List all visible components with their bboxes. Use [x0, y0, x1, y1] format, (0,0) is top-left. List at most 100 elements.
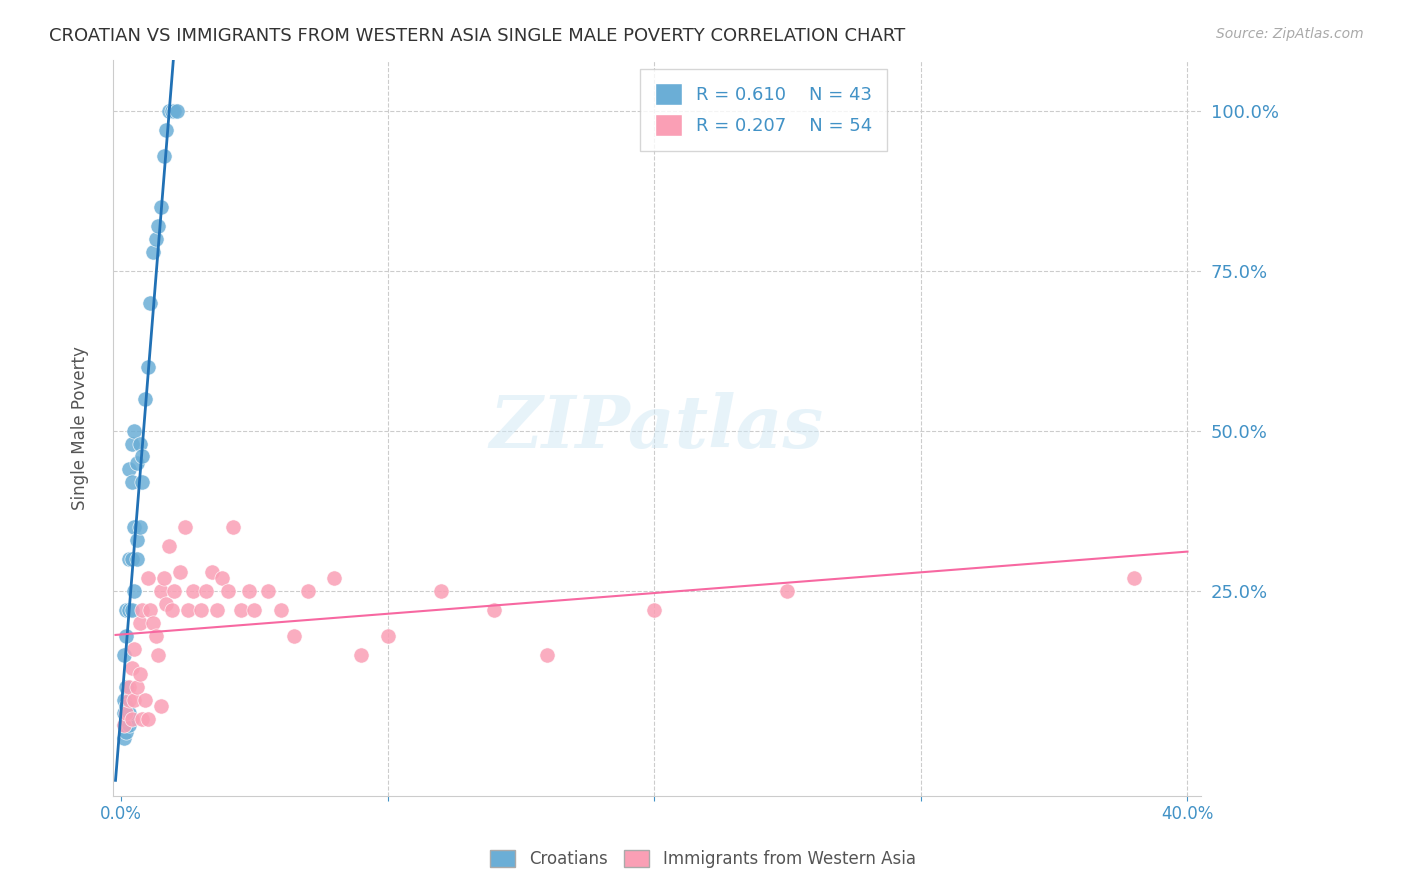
Point [160, 603, 183, 617]
Point [163, 103, 186, 118]
Point [118, 706, 141, 720]
Point [121, 436, 143, 450]
Point [283, 629, 305, 643]
Point [112, 706, 135, 720]
Point [125, 533, 148, 547]
Point [323, 571, 346, 585]
Point [243, 603, 266, 617]
Point [222, 520, 245, 534]
Point [115, 706, 138, 720]
Point [121, 603, 143, 617]
Point [142, 244, 165, 259]
Point [121, 475, 143, 489]
Point [173, 520, 195, 534]
Point [238, 583, 260, 598]
Point [115, 629, 138, 643]
Point [131, 603, 153, 617]
Text: CROATIAN VS IMMIGRANTS FROM WESTERN ASIA SINGLE MALE POVERTY CORRELATION CHART: CROATIAN VS IMMIGRANTS FROM WESTERN ASIA… [49, 27, 905, 45]
Point [112, 731, 135, 746]
Point [536, 648, 558, 662]
Point [122, 692, 145, 706]
Point [134, 692, 156, 706]
Point [136, 359, 159, 374]
Point [482, 603, 505, 617]
Point [131, 475, 153, 489]
Point [131, 712, 153, 726]
Point [125, 680, 148, 694]
Point [200, 565, 222, 579]
Text: Source: ZipAtlas.com: Source: ZipAtlas.com [1216, 27, 1364, 41]
Point [155, 123, 177, 137]
Point [122, 583, 145, 598]
Point [139, 296, 162, 310]
Point [1123, 571, 1146, 585]
Text: ZIPatlas: ZIPatlas [489, 392, 824, 463]
Point [157, 539, 180, 553]
Point [270, 603, 292, 617]
Point [115, 712, 138, 726]
Point [181, 583, 204, 598]
Point [229, 603, 252, 617]
Point [112, 718, 135, 732]
Point [122, 520, 145, 534]
Point [776, 583, 799, 598]
Point [112, 648, 135, 662]
Point [643, 603, 665, 617]
Point [118, 692, 141, 706]
Point [118, 462, 141, 476]
Point [118, 552, 141, 566]
Point [190, 603, 212, 617]
Point [142, 615, 165, 630]
Point [157, 103, 180, 118]
Point [163, 583, 186, 598]
Point [128, 615, 150, 630]
Point [350, 648, 373, 662]
Legend: R = 0.610    N = 43, R = 0.207    N = 54: R = 0.610 N = 43, R = 0.207 N = 54 [641, 69, 887, 151]
Point [211, 571, 233, 585]
Point [131, 450, 153, 464]
Point [152, 148, 174, 162]
Point [121, 661, 143, 675]
Point [217, 583, 239, 598]
Point [122, 641, 145, 656]
Point [152, 571, 174, 585]
Point [136, 571, 159, 585]
Point [128, 436, 150, 450]
Point [145, 232, 167, 246]
Point [430, 583, 453, 598]
Point [115, 724, 138, 739]
Point [121, 552, 143, 566]
Y-axis label: Single Male Poverty: Single Male Poverty [72, 346, 89, 509]
Point [136, 712, 159, 726]
Point [155, 597, 177, 611]
Point [377, 629, 399, 643]
Point [148, 648, 170, 662]
Point [118, 680, 141, 694]
Point [115, 699, 138, 714]
Point [176, 603, 198, 617]
Point [128, 667, 150, 681]
Point [122, 424, 145, 438]
Point [256, 583, 278, 598]
Point [125, 552, 148, 566]
Point [112, 718, 135, 732]
Point [145, 629, 167, 643]
Legend: Croatians, Immigrants from Western Asia: Croatians, Immigrants from Western Asia [484, 843, 922, 875]
Point [166, 103, 188, 118]
Point [115, 680, 138, 694]
Point [149, 200, 172, 214]
Point [115, 603, 138, 617]
Point [149, 583, 172, 598]
Point [297, 583, 319, 598]
Point [160, 103, 183, 118]
Point [148, 219, 170, 233]
Point [169, 565, 191, 579]
Point [125, 456, 148, 470]
Point [139, 603, 162, 617]
Point [121, 712, 143, 726]
Point [128, 520, 150, 534]
Point [112, 692, 135, 706]
Point [205, 603, 228, 617]
Point [195, 583, 218, 598]
Point [134, 392, 156, 406]
